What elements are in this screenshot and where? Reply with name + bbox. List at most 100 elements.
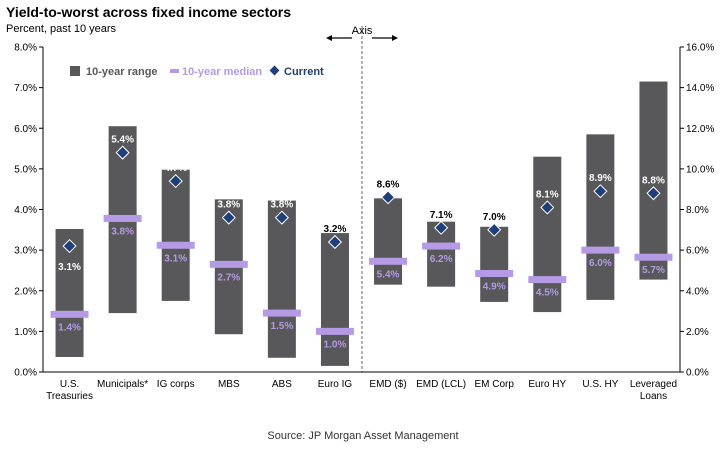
chart-source: Source: JP Morgan Asset Management [267, 430, 459, 442]
range-bar [320, 233, 349, 366]
current-value-label: 7.1% [430, 210, 453, 221]
right-axis-tick-label: 10.0% [686, 164, 714, 175]
right-axis-tick-label: 6.0% [686, 246, 709, 257]
left-axis-tick-label: 7.0% [14, 83, 37, 94]
median-value-label: 3.8% [111, 226, 134, 237]
legend-range-swatch [70, 66, 80, 76]
legend-current-marker [269, 65, 280, 76]
current-marker [434, 220, 449, 235]
legend: 10-year range 10-year median Current [70, 65, 324, 78]
category-label: Euro HY [528, 379, 566, 390]
left-axis-tick-label: 2.0% [14, 286, 37, 297]
category-labels: U.S. Treasuries Municipals* IG corps MBS ABS E… [46, 379, 677, 402]
range-bar [533, 156, 562, 313]
sector-11: 8.8% 5.7% [634, 81, 673, 280]
median-marker [50, 310, 89, 318]
current-marker [115, 145, 130, 160]
current-value-label: 4.7% [164, 163, 187, 174]
category-label-line: EMD ($) [369, 379, 406, 390]
axis-divider-label: Axis [352, 25, 373, 37]
left-arrow-icon [326, 35, 352, 41]
left-axis-tick-label: 6.0% [14, 124, 37, 135]
category-label-line: Treasuries [46, 391, 93, 402]
category-label-line: U.S. HY [582, 379, 618, 390]
current-marker [168, 173, 183, 189]
left-axis-tick-label: 0.0% [14, 368, 37, 379]
right-arrow-icon [372, 35, 398, 41]
current-value-label: 8.6% [377, 179, 400, 190]
sector-0: 3.1% 1.4% [50, 229, 89, 357]
range-bar [639, 81, 668, 280]
left-axis-tick-label: 1.0% [14, 327, 37, 338]
current-value-label: 8.9% [589, 173, 612, 184]
category-label: EM Corp [474, 379, 514, 390]
current-value-label: 3.2% [324, 224, 347, 235]
current-marker [380, 190, 396, 205]
median-value-label: 6.0% [589, 258, 612, 269]
sector-5: 3.2% 1.0% [315, 224, 354, 366]
left-axis: 0.0% 1.0% 2.0% 3.0% 4.0% 5.0% 6.0% 7.0% 8.0% [14, 43, 680, 379]
range-bar [586, 134, 615, 300]
category-label-line: MBS [218, 379, 240, 390]
bars: 3.1% 1.4% 5.4% 3.8% 4.7% 3.1% 3.8% 2.7% 3.8% 1.5%… [50, 81, 673, 366]
category-label-line: EM Corp [474, 379, 514, 390]
median-marker [156, 241, 195, 249]
category-label: Leveraged Loans [630, 379, 677, 402]
category-label-line: Euro HY [528, 379, 566, 390]
right-axis-tick-label: 14.0% [686, 83, 714, 94]
category-label: MBS [218, 379, 240, 390]
sector-4: 3.8% 1.5% [262, 200, 301, 358]
category-label: U.S. Treasuries [46, 379, 93, 402]
sector-7: 7.1% 6.2% [422, 210, 461, 287]
axis-divider: Axis [326, 25, 398, 372]
current-value-label: 8.8% [642, 175, 665, 186]
right-axis: 0.0% 2.0% 4.0% 6.0% 8.0% 10.0% 12.0% 14.0% 16.0% [679, 43, 714, 379]
median-value-label: 1.0% [324, 339, 347, 350]
right-axis-tick-label: 16.0% [686, 43, 714, 54]
current-marker [62, 238, 77, 254]
current-value-label: 8.1% [536, 189, 559, 200]
legend-range-label: 10-year range [86, 66, 158, 78]
current-marker [593, 184, 608, 199]
median-value-label: 5.7% [642, 265, 665, 276]
median-value-label: 1.5% [270, 321, 293, 332]
current-value-label: 7.0% [483, 212, 506, 223]
sector-9: 8.1% 4.5% [528, 156, 567, 313]
current-marker [487, 222, 502, 237]
category-label-line: Euro IG [318, 379, 353, 390]
right-axis-tick-label: 12.0% [686, 124, 714, 135]
category-label: EMD (LCL) [416, 379, 466, 390]
median-value-label: 4.5% [536, 288, 559, 299]
sector-10: 8.9% 6.0% [581, 134, 620, 300]
median-value-label: 1.4% [58, 322, 81, 333]
median-marker [422, 242, 461, 250]
median-value-label: 3.1% [164, 253, 187, 264]
sector-8: 7.0% 4.9% [475, 212, 514, 302]
category-label-line: Leveraged [630, 379, 677, 390]
current-value-label: 5.4% [111, 135, 134, 146]
range-bar [374, 198, 403, 285]
chart-title: Yield-to-worst across fixed income secto… [6, 4, 292, 20]
category-label-line: Loans [640, 391, 667, 402]
right-axis-tick-label: 8.0% [686, 205, 709, 216]
category-label: EMD ($) [369, 379, 406, 390]
left-axis-tick-label: 8.0% [14, 43, 37, 54]
category-label: Euro IG [318, 379, 353, 390]
legend-median-swatch [170, 69, 179, 73]
category-label: U.S. HY [582, 379, 618, 390]
median-marker [475, 269, 514, 277]
median-marker [209, 260, 248, 268]
median-value-label: 5.4% [377, 269, 400, 280]
median-value-label: 4.9% [483, 281, 506, 292]
category-label: IG corps [157, 379, 195, 390]
category-label-line: EMD (LCL) [416, 379, 466, 390]
right-axis-tick-label: 2.0% [686, 327, 709, 338]
range-bar [161, 169, 190, 301]
median-marker [528, 276, 567, 284]
sector-2: 4.7% 3.1% [156, 163, 195, 301]
current-value-label: 3.8% [270, 200, 293, 211]
category-label: ABS [272, 379, 292, 390]
current-marker [274, 210, 289, 225]
median-marker [581, 246, 620, 254]
